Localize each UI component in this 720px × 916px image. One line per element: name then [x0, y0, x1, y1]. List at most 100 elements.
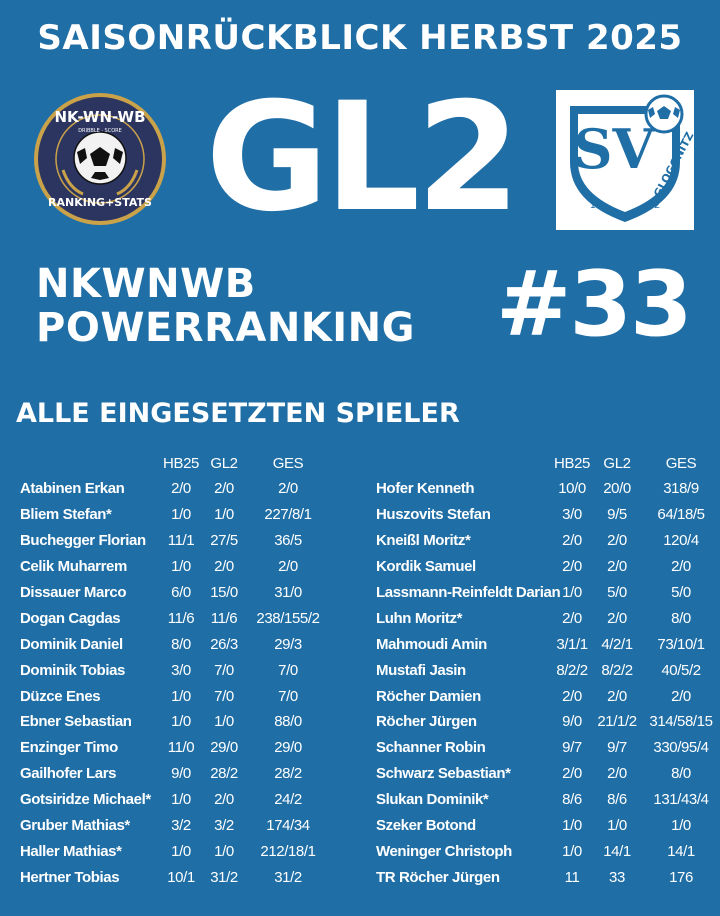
table-row: Celik Muharrem 1/0 2/0 2/0: [20, 554, 332, 580]
logo-top-text: NK-WN-WB: [54, 108, 145, 126]
stat-hb25: 2/0: [562, 687, 582, 705]
player-name: Szeker Botond: [376, 817, 476, 835]
crest-letters: SV: [574, 117, 656, 181]
stat-hb25: 2/0: [171, 480, 191, 498]
player-name: Dissauer Marco: [20, 584, 127, 601]
player-name: Ebner Sebastian: [20, 713, 132, 731]
stat-hb25: 1/0: [171, 842, 191, 860]
stat-gl2: 20/0: [603, 480, 631, 498]
stat-ges: 64/18/5: [657, 506, 705, 524]
stat-gl2: 2/0: [607, 532, 627, 550]
players-table-left: HB25 GL2 GES Atabinen Erkan 2/0 2/0 2/0 Blie…: [20, 450, 332, 890]
player-name: Röcher Damien: [376, 687, 481, 705]
player-name: Gotsiridze Michael*: [20, 791, 151, 809]
stat-gl2: 8/6: [607, 791, 627, 809]
stat-ges: 7/0: [278, 661, 298, 679]
player-name: Röcher Jürgen: [376, 713, 477, 731]
stat-gl2: 3/2: [214, 817, 234, 835]
stat-ges: 5/0: [671, 584, 691, 601]
crest-year-a: 19: [590, 200, 603, 211]
table-row: Buchegger Florian 11/1 27/5 36/5: [20, 528, 332, 554]
stat-ges: 1/0: [671, 817, 691, 835]
stat-gl2: 1/0: [214, 506, 234, 524]
stat-hb25: 1/0: [562, 584, 582, 601]
logo-bottom-text: RANKING+STATS: [48, 196, 152, 209]
player-name: Luhn Moritz*: [376, 609, 463, 627]
ranking-label-line1: NKWNWB: [36, 261, 256, 307]
stat-hb25: 2/0: [562, 765, 582, 783]
player-name: Celik Muharrem: [20, 558, 127, 576]
stat-gl2: 26/3: [210, 635, 238, 653]
page-title: SAISONRÜCKBLICK HERBST 2025: [37, 18, 683, 58]
table-row: Lassmann-Reinfeldt Darian 1/0 5/0 5/0: [376, 580, 720, 606]
player-name: Gailhofer Lars: [20, 765, 117, 783]
stat-hb25: 3/0: [562, 506, 582, 524]
stat-ges: 73/10/1: [657, 635, 705, 653]
table-row: Dominik Tobias 3/0 7/0 7/0: [20, 657, 332, 683]
stat-hb25: 9/0: [171, 765, 191, 783]
player-name: Haller Mathias*: [20, 842, 122, 860]
stat-hb25: 11/0: [167, 739, 195, 757]
stat-ges: 2/0: [671, 687, 691, 705]
stat-hb25: 6/0: [171, 584, 191, 601]
stat-hb25: 1/0: [171, 713, 191, 731]
player-name: Dominik Tobias: [20, 661, 125, 679]
table-row: Ebner Sebastian 1/0 1/0 88/0: [20, 709, 332, 735]
ranking-label-line2: POWERRANKING: [36, 305, 415, 351]
table-row: Szeker Botond 1/0 1/0 1/0: [376, 813, 720, 839]
stat-ges: 176: [669, 868, 693, 886]
table-row: Dissauer Marco 6/0 15/0 31/0: [20, 580, 332, 606]
stat-ges: 318/9: [663, 480, 699, 498]
stat-hb25: 1/0: [171, 791, 191, 809]
stat-gl2: 2/0: [214, 480, 234, 498]
stat-ges: 8/0: [671, 609, 691, 627]
table-row: Mahmoudi Amin 3/1/1 4/2/1 73/10/1: [376, 631, 720, 657]
stat-ges: 120/4: [663, 532, 699, 550]
stat-ges: 31/0: [274, 584, 302, 601]
sv-gloggnitz-crest: SV 19 22 GLOGGNITZ: [556, 90, 694, 230]
player-name: Enzinger Timo: [20, 739, 118, 757]
logo-mid-text: DRIBBLE · SCORE: [78, 128, 122, 134]
stat-gl2: 5/0: [607, 584, 627, 601]
table-row: Mustafi Jasin 8/2/2 8/2/2 40/5/2: [376, 657, 720, 683]
stat-hb25: 9/7: [562, 739, 582, 757]
stat-ges: 36/5: [274, 532, 302, 550]
stat-ges: 2/0: [671, 558, 691, 576]
table-row: Röcher Damien 2/0 2/0 2/0: [376, 683, 720, 709]
stat-ges: 8/0: [671, 765, 691, 783]
player-name: Bliem Stefan*: [20, 506, 112, 524]
stat-ges: 212/18/1: [260, 842, 316, 860]
stat-gl2: 15/0: [210, 584, 238, 601]
player-name: Kneißl Moritz*: [376, 532, 471, 550]
table-row: Slukan Dominik* 8/6 8/6 131/43/4: [376, 787, 720, 813]
player-name: Kordik Samuel: [376, 558, 476, 576]
stat-gl2: 9/7: [607, 739, 627, 757]
stat-ges: 29/3: [274, 635, 302, 653]
stat-gl2: 2/0: [214, 558, 234, 576]
table-row: Gruber Mathias* 3/2 3/2 174/34: [20, 813, 332, 839]
player-name: Weninger Christoph: [376, 842, 512, 860]
player-name: Dogan Cagdas: [20, 609, 121, 627]
stat-gl2: 2/0: [607, 609, 627, 627]
stat-hb25: 1/0: [171, 506, 191, 524]
stat-gl2: 2/0: [607, 765, 627, 783]
stat-ges: 29/0: [274, 739, 302, 757]
stat-ges: 31/2: [274, 868, 302, 886]
stat-gl2: 21/1/2: [597, 713, 637, 731]
stat-hb25: 2/0: [562, 532, 582, 550]
players-table-right: HB25 GL2 GES Hofer Kenneth 10/0 20/0 318/9 H…: [376, 450, 720, 890]
col-ges: GES: [665, 454, 697, 472]
rank-number: #33: [496, 252, 693, 357]
stat-hb25: 8/2/2: [556, 661, 588, 679]
table-header: HB25 GL2 GES: [376, 450, 720, 476]
stat-gl2: 27/5: [210, 532, 238, 550]
stat-gl2: 1/0: [607, 817, 627, 835]
stat-gl2: 8/2/2: [601, 661, 633, 679]
league-name: GL2: [205, 71, 520, 245]
nkwnwb-logo: NK-WN-WB DRIBBLE · SCORE RANKING+STATS: [34, 93, 166, 225]
stat-gl2: 7/0: [214, 661, 234, 679]
stat-ges: 131/43/4: [653, 791, 709, 809]
table-row: Enzinger Timo 11/0 29/0 29/0: [20, 735, 332, 761]
stat-hb25: 3/1/1: [556, 635, 588, 653]
table-row: Kordik Samuel 2/0 2/0 2/0: [376, 554, 720, 580]
